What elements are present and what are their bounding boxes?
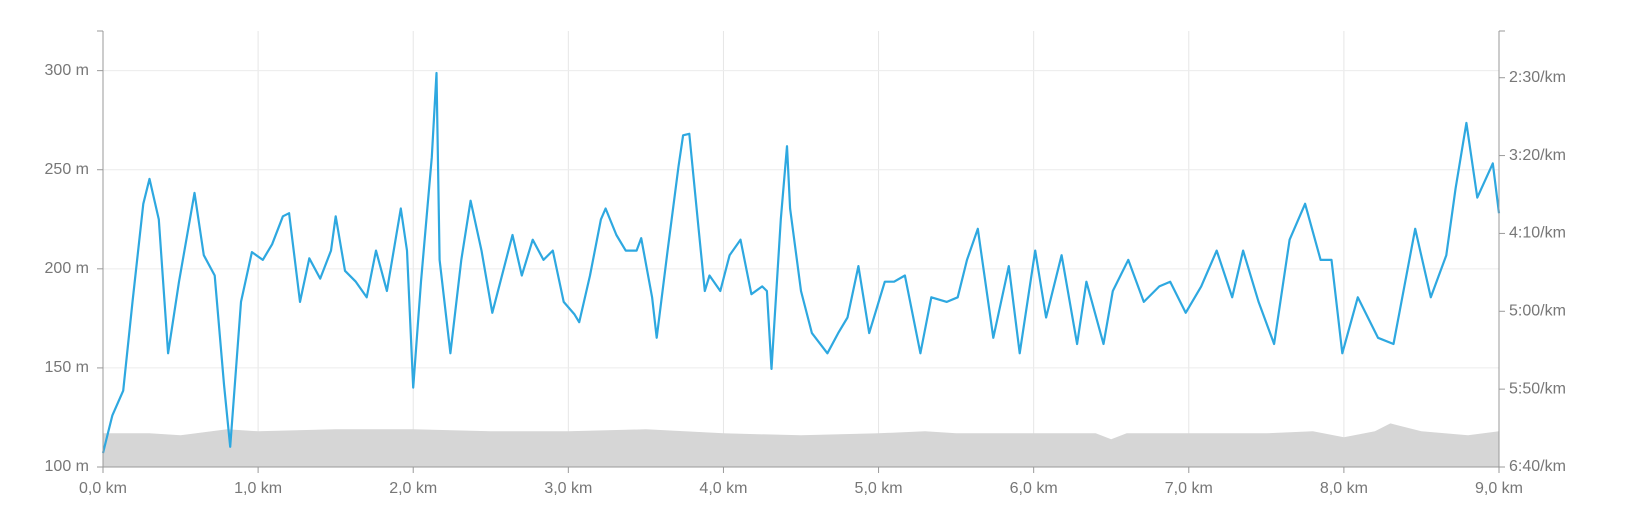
x-tick-label: 7,0 km [1165, 480, 1213, 497]
x-tick-label: 4,0 km [699, 480, 747, 497]
y-tick-label: 100 m [45, 458, 89, 475]
x-tick-label: 3,0 km [544, 480, 592, 497]
x-tick-label: 5,0 km [855, 480, 903, 497]
y2-tick-label: 6:40/km [1509, 458, 1566, 475]
x-tick-label: 9,0 km [1475, 480, 1523, 497]
x-tick-label: 2,0 km [389, 480, 437, 497]
y-tick-label: 250 m [45, 161, 89, 178]
y2-tick-label: 5:50/km [1509, 380, 1566, 397]
x-tick-label: 1,0 km [234, 480, 282, 497]
pace-line [101, 71, 1501, 454]
elevation-area [103, 423, 1499, 467]
y-tick-label: 200 m [45, 260, 89, 277]
x-tick-label: 8,0 km [1320, 480, 1368, 497]
y-tick-label: 300 m [45, 62, 89, 79]
y2-tick-label: 3:20/km [1509, 147, 1566, 164]
y2-tick-label: 5:00/km [1509, 303, 1566, 320]
x-tick-label: 6,0 km [1010, 480, 1058, 497]
y-tick-label: 150 m [45, 359, 89, 376]
y2-tick-label: 2:30/km [1509, 69, 1566, 86]
x-tick-label: 0,0 km [79, 480, 127, 497]
y2-tick-label: 4:10/km [1509, 225, 1566, 242]
